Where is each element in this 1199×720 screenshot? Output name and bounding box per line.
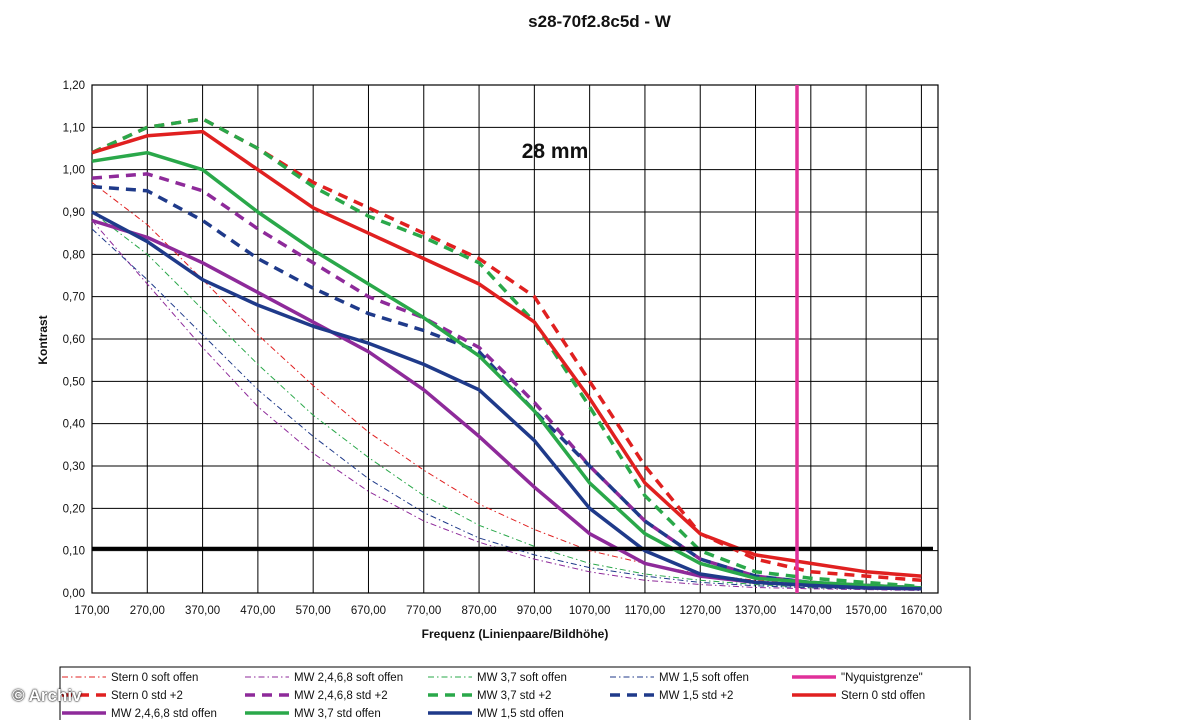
x-tick-label: 1270,00 — [679, 605, 721, 617]
x-tick-label: 1570,00 — [845, 605, 887, 617]
archive-watermark: © Archiv — [12, 686, 82, 705]
x-tick-label: 1170,00 — [625, 605, 666, 617]
chart-title: s28-70f2.8c5d - W — [528, 12, 671, 31]
y-tick-label: 0,80 — [63, 249, 85, 261]
y-tick-label: 0,50 — [63, 376, 85, 388]
reference-lines — [92, 85, 933, 593]
y-tick-label: 1,10 — [63, 122, 85, 134]
series-line — [91, 211, 922, 591]
y-tick-label: 0,00 — [63, 588, 85, 600]
y-tick-label: 0,60 — [63, 334, 85, 346]
series-line — [91, 150, 922, 590]
legend-label: "Nyquistgrenze" — [841, 672, 923, 684]
x-tick-label: 670,00 — [351, 605, 386, 617]
x-tick-label: 570,00 — [296, 605, 331, 617]
series-line — [91, 228, 922, 591]
y-tick-label: 0,40 — [63, 419, 85, 431]
x-tick-label: 1470,00 — [790, 605, 832, 617]
x-tick-label: 770,00 — [406, 605, 441, 617]
legend-label: Stern 0 soft offen — [111, 672, 198, 684]
x-ticks: 170,00 270,00 370,00 470,00 570,00 670,00 770,… — [74, 605, 942, 617]
legend-label: MW 1,5 soft offen — [659, 672, 749, 684]
y-tick-label: 0,30 — [63, 461, 85, 473]
series-line — [91, 117, 922, 583]
grid — [91, 84, 939, 594]
series-lines — [91, 117, 922, 591]
series-line — [91, 210, 922, 591]
legend-label: MW 3,7 soft offen — [477, 672, 567, 684]
legend-label: MW 3,7 std +2 — [477, 690, 551, 702]
legend-label: MW 3,7 std offen — [294, 708, 381, 720]
y-tick-label: 0,10 — [63, 546, 85, 558]
series-line — [91, 129, 922, 578]
legend-label: Stern 0 std +2 — [111, 690, 183, 702]
legend-label: MW 2,4,6,8 std offen — [111, 708, 217, 720]
legend-label: MW 1,5 std +2 — [659, 690, 733, 702]
y-tick-label: 0,70 — [63, 292, 85, 304]
legend-label: MW 2,4,6,8 std +2 — [294, 690, 388, 702]
series-line — [91, 220, 922, 591]
x-tick-label: 1070,00 — [569, 605, 611, 617]
y-tick-label: 0,90 — [63, 207, 85, 219]
legend-label: Stern 0 std offen — [841, 690, 925, 702]
x-tick-label: 170,00 — [74, 605, 109, 617]
focal-length-annotation: 28 mm — [522, 140, 589, 163]
y-ticks: 0,00 0,10 0,20 0,30 0,40 0,50 0,60 0,70 0,80 0,90… — [63, 80, 85, 600]
x-tick-label: 870,00 — [461, 605, 496, 617]
y-tick-label: 0,20 — [63, 503, 85, 515]
y-tick-label: 1,20 — [63, 80, 85, 92]
x-axis-label: Frequenz (Linienpaare/Bildhöhe) — [422, 627, 609, 641]
legend-label: MW 2,4,6,8 soft offen — [294, 672, 403, 684]
y-tick-label: 1,00 — [63, 165, 85, 177]
x-tick-label: 370,00 — [185, 605, 220, 617]
x-tick-label: 1670,00 — [901, 605, 943, 617]
legend: Stern 0 soft offen MW 2,4,6,8 soft offen M… — [59, 666, 971, 720]
legend-label: MW 1,5 std offen — [477, 708, 564, 720]
x-tick-label: 1370,00 — [735, 605, 777, 617]
x-tick-label: 470,00 — [240, 605, 275, 617]
y-axis-label: Kontrast — [36, 315, 50, 364]
x-tick-label: 270,00 — [130, 605, 165, 617]
x-tick-label: 970,00 — [517, 605, 552, 617]
